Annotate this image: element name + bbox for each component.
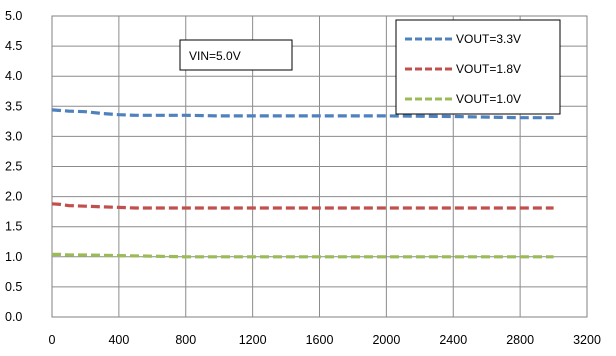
y-tick-label: 3.5 bbox=[5, 99, 22, 113]
x-tick-label: 1200 bbox=[239, 333, 267, 347]
legend: VOUT=3.3V VOUT=1.8V VOUT=1.0V bbox=[395, 19, 561, 115]
y-tick-label: 1.5 bbox=[5, 220, 22, 234]
legend-label-2: VOUT=1.8V bbox=[456, 62, 521, 76]
x-tick-label: 2000 bbox=[372, 333, 400, 347]
y-tick-label: 2.0 bbox=[5, 190, 22, 204]
legend-label-1: VOUT=3.3V bbox=[456, 32, 521, 46]
annotation-text: VIN=5.0V bbox=[189, 49, 241, 63]
legend-label-3: VOUT=1.0V bbox=[456, 92, 521, 106]
series-line-3 bbox=[52, 252, 554, 259]
series-line-2 bbox=[51, 202, 554, 210]
y-tick-label: 0.5 bbox=[5, 280, 22, 294]
x-tick-label: 2400 bbox=[439, 333, 467, 347]
x-tick-label: 2800 bbox=[506, 333, 534, 347]
series-line-1 bbox=[51, 108, 554, 120]
x-tick-label: 400 bbox=[108, 333, 129, 347]
annotation-box: VIN=5.0V bbox=[179, 39, 293, 71]
x-tick-label: 3200 bbox=[573, 333, 601, 347]
y-tick-label: 1.0 bbox=[5, 250, 22, 264]
y-tick-label: 4.0 bbox=[5, 69, 22, 83]
y-tick-label: 0.0 bbox=[5, 310, 22, 324]
y-tick-label: 4.5 bbox=[5, 39, 22, 53]
series-lines bbox=[51, 108, 554, 259]
y-axis-tick-labels: 0.0 0.5 1.0 1.5 2.0 2.5 3.0 3.5 4.0 4.5 5.0 bbox=[5, 9, 22, 324]
y-tick-label: 5.0 bbox=[5, 9, 22, 23]
y-tick-label: 2.5 bbox=[5, 160, 22, 174]
x-axis-tick-labels: 0 400 800 1200 1600 2000 2400 2800 3200 bbox=[49, 333, 601, 347]
y-tick-label: 3.0 bbox=[5, 129, 22, 143]
x-tick-label: 0 bbox=[49, 333, 56, 347]
x-tick-label: 800 bbox=[175, 333, 196, 347]
x-tick-label: 1600 bbox=[306, 333, 334, 347]
